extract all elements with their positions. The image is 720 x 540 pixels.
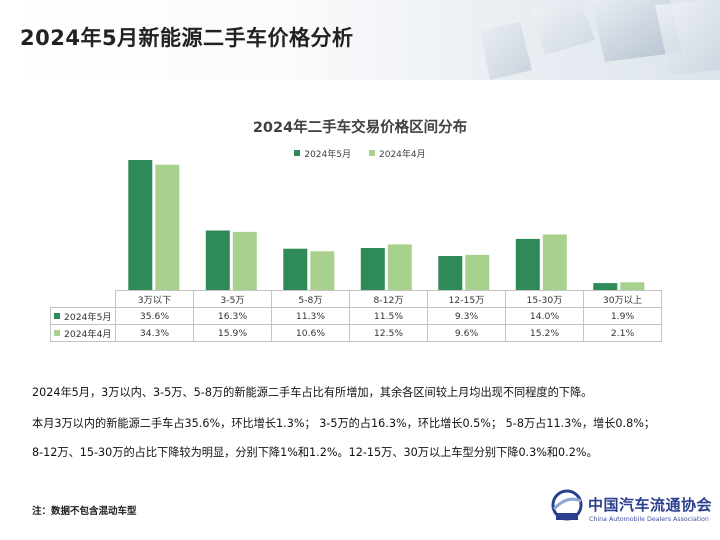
category-label: 8-12万 bbox=[349, 290, 428, 308]
footnote: 注：数据不包含混动车型 bbox=[32, 506, 137, 517]
bar-april-3 bbox=[387, 244, 412, 290]
table-cell: 15.2% bbox=[505, 324, 584, 342]
bar-may-6 bbox=[593, 283, 618, 290]
bar-may-3 bbox=[360, 248, 385, 290]
bar-april-2 bbox=[310, 251, 335, 290]
category-label: 30万以上 bbox=[583, 290, 662, 308]
bar-may-0 bbox=[128, 160, 153, 290]
table-cell: 34.3% bbox=[115, 324, 194, 342]
row-header-label: 2024年4月 bbox=[64, 329, 112, 340]
legend-swatch-may bbox=[294, 150, 301, 156]
summary-line-1: 2024年5月，3万以内、3-5万、5-8万的新能源二手车占比有所增加，其余各区… bbox=[32, 386, 593, 399]
header-decoration bbox=[480, 0, 720, 80]
table-row-april: 2024年4月 34.3% 15.9% 10.6% 12.5% 9.6% 15.… bbox=[50, 324, 662, 342]
table-cell: 11.5% bbox=[349, 307, 428, 325]
association-name-en: China Automobile Dealers Association bbox=[589, 516, 709, 523]
association-name-cn: 中国汽车流通协会 bbox=[588, 496, 713, 514]
association-logo-icon bbox=[551, 489, 583, 521]
table-cell: 11.3% bbox=[271, 307, 350, 325]
table-cell: 10.6% bbox=[271, 324, 350, 342]
table-cell: 9.6% bbox=[427, 324, 506, 342]
row-swatch-april bbox=[54, 330, 60, 336]
category-label: 3-5万 bbox=[193, 290, 272, 308]
page-title: 2024年5月新能源二手车价格分析 bbox=[20, 26, 354, 50]
row-header-april: 2024年4月 bbox=[50, 324, 116, 342]
category-label: 3万以下 bbox=[115, 290, 194, 308]
category-label: 12-15万 bbox=[427, 290, 506, 308]
bar-chart bbox=[128, 160, 645, 290]
table-cell: 1.9% bbox=[583, 307, 662, 325]
legend-swatch-april bbox=[369, 150, 375, 156]
row-header-may: 2024年5月 bbox=[50, 307, 116, 325]
table-corner bbox=[51, 291, 116, 308]
chart-legend: 2024年5月 2024年4月 bbox=[0, 146, 720, 160]
table-cell: 2.1% bbox=[583, 324, 662, 342]
bar-april-4 bbox=[465, 254, 490, 290]
legend-label-may: 2024年5月 bbox=[304, 149, 351, 160]
chart-data-table: 3万以下 3-5万 5-8万 8-12万 12-15万 15-30万 30万以上… bbox=[50, 290, 662, 342]
table-cell: 15.9% bbox=[193, 324, 272, 342]
bar-april-5 bbox=[542, 234, 567, 290]
table-cell: 14.0% bbox=[505, 307, 584, 325]
bar-april-6 bbox=[620, 282, 645, 290]
table-cell: 9.3% bbox=[427, 307, 506, 325]
table-header-row: 3万以下 3-5万 5-8万 8-12万 12-15万 15-30万 30万以上 bbox=[51, 290, 662, 308]
bar-april-0 bbox=[155, 164, 180, 290]
category-label: 15-30万 bbox=[505, 290, 584, 308]
legend-item-may: 2024年5月 bbox=[294, 146, 351, 160]
category-label: 5-8万 bbox=[271, 290, 350, 308]
row-swatch-may bbox=[54, 313, 60, 319]
table-cell: 12.5% bbox=[349, 324, 428, 342]
bar-may-1 bbox=[205, 230, 230, 290]
table-cell: 35.6% bbox=[115, 307, 194, 325]
summary-line-2: 本月3万以内的新能源二手车占35.6%，环比增长1.3%； 3-5万的占16.3… bbox=[32, 417, 656, 430]
table-cell: 16.3% bbox=[193, 307, 272, 325]
bar-may-4 bbox=[438, 256, 463, 290]
bar-may-5 bbox=[515, 238, 540, 290]
bar-april-1 bbox=[232, 231, 257, 290]
table-row-may: 2024年5月 35.6% 16.3% 11.3% 11.5% 9.3% 14.… bbox=[50, 307, 662, 325]
summary-line-3: 8-12万、15-30万的占比下降较为明显，分别下降1%和1.2%。12-15万… bbox=[32, 446, 598, 459]
legend-label-april: 2024年4月 bbox=[379, 149, 426, 160]
row-header-label: 2024年5月 bbox=[64, 312, 112, 323]
chart-title: 2024年二手车交易价格区间分布 bbox=[252, 120, 468, 136]
bar-may-2 bbox=[283, 248, 308, 290]
legend-item-april: 2024年4月 bbox=[369, 146, 426, 160]
header-banner: 2024年5月新能源二手车价格分析 bbox=[0, 0, 720, 80]
